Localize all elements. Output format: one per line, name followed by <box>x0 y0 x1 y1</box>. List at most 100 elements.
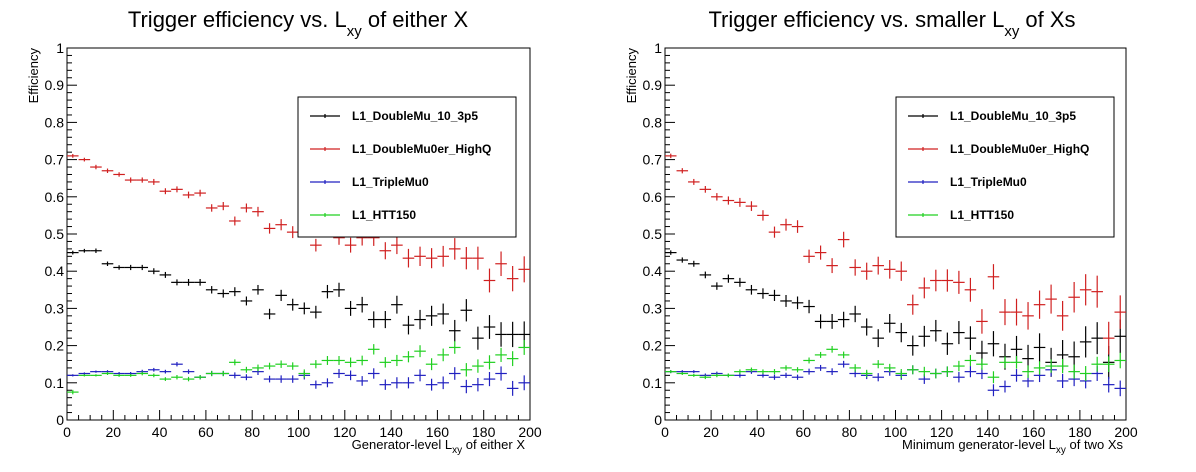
data-point <box>849 259 861 276</box>
data-point <box>321 378 334 388</box>
data-point <box>1033 333 1046 362</box>
data-point <box>976 309 988 334</box>
data-point <box>356 376 368 386</box>
data-point <box>240 366 253 373</box>
y-tick-label: 0.4 <box>45 263 65 279</box>
data-point <box>814 351 827 358</box>
y-tick-label: 0.9 <box>45 77 65 93</box>
data-point <box>987 331 1000 357</box>
data-point <box>1114 295 1126 329</box>
data-point <box>883 313 896 333</box>
data-point <box>506 351 519 367</box>
data-point <box>506 265 519 292</box>
data-point <box>1022 365 1034 378</box>
data-point <box>310 380 322 389</box>
data-point <box>518 340 530 355</box>
data-point <box>333 356 345 365</box>
data-point <box>826 368 838 375</box>
data-point <box>391 354 403 367</box>
data-point <box>699 186 712 193</box>
data-point <box>402 351 415 363</box>
data-point <box>506 380 519 396</box>
data-point <box>136 371 149 376</box>
data-point <box>1091 322 1103 355</box>
data-point <box>768 374 781 380</box>
legend: L1_DoubleMu_10_3p5 L1_DoubleMu0er_HighQ L1… <box>297 96 517 238</box>
y-tick-label: 0.6 <box>643 189 663 205</box>
data-point <box>379 357 392 368</box>
data-point <box>895 261 908 281</box>
data-point <box>275 375 287 383</box>
data-point <box>688 260 700 267</box>
y-tick-label: 0.8 <box>643 114 663 130</box>
data-point <box>734 197 746 207</box>
legend-label: L1_TripleMu0 <box>950 175 1027 189</box>
data-point <box>113 172 125 177</box>
data-point <box>495 366 507 381</box>
data-point <box>860 262 873 280</box>
data-point <box>448 238 461 260</box>
x-tick-label: 20 <box>703 424 719 440</box>
data-point <box>240 203 253 213</box>
data-point <box>734 369 746 374</box>
data-point <box>837 231 850 248</box>
data-point <box>263 362 276 370</box>
data-point <box>286 226 299 239</box>
data-point <box>171 374 183 380</box>
legend-item: L1_HTT150 <box>908 208 1014 222</box>
data-point <box>1079 326 1092 358</box>
data-point <box>976 358 988 370</box>
data-point <box>159 377 172 381</box>
data-point <box>987 384 1000 397</box>
y-tick-label: 0.6 <box>45 189 65 205</box>
legend: L1_DoubleMu_10_3p5 L1_DoubleMu0er_HighQ L1… <box>895 96 1115 238</box>
data-point <box>229 216 241 226</box>
data-point <box>483 372 496 387</box>
data-point <box>367 368 380 379</box>
data-point <box>391 295 403 314</box>
data-point <box>252 364 264 372</box>
data-point <box>930 319 942 342</box>
data-point <box>78 248 91 253</box>
data-point <box>333 282 345 297</box>
data-point <box>460 379 473 394</box>
data-point <box>217 202 230 211</box>
data-point <box>101 261 114 266</box>
x-tick-label: 80 <box>842 424 858 440</box>
data-point <box>803 299 815 314</box>
data-point <box>124 177 137 183</box>
x-tick-label: 200 <box>1114 424 1138 440</box>
data-point <box>895 322 908 343</box>
data-point <box>1033 290 1046 319</box>
series-L1_DoubleMu_10_3p5 <box>67 248 530 350</box>
data-point <box>872 256 884 275</box>
series-L1_HTT150 <box>665 345 1126 384</box>
data-point <box>791 374 804 380</box>
data-point <box>964 354 977 367</box>
data-point <box>113 265 125 270</box>
data-point <box>159 369 172 374</box>
data-point <box>67 374 79 377</box>
data-point <box>148 178 160 185</box>
data-point <box>837 351 850 359</box>
series-L1_DoubleMu0er_HighQ <box>67 154 530 293</box>
x-tick-label: 40 <box>152 424 168 440</box>
data-point <box>676 372 689 375</box>
data-point <box>448 319 461 342</box>
data-point <box>182 376 195 382</box>
data-point <box>205 370 218 377</box>
x-tick-label: 60 <box>198 424 214 440</box>
data-point <box>402 248 415 268</box>
legend-item: L1_DoubleMu_10_3p5 <box>310 109 478 123</box>
data-point <box>722 196 735 205</box>
data-point <box>217 289 230 298</box>
y-tick-label: 0.3 <box>45 300 65 316</box>
data-point <box>252 206 264 217</box>
y-tick-label: 0.5 <box>45 226 65 242</box>
x-axis-label: Generator-level Lxy of either X <box>352 437 526 456</box>
data-point <box>665 250 677 255</box>
data-point <box>849 364 861 372</box>
data-point <box>837 311 850 328</box>
data-point <box>757 369 769 374</box>
data-point <box>182 369 195 374</box>
